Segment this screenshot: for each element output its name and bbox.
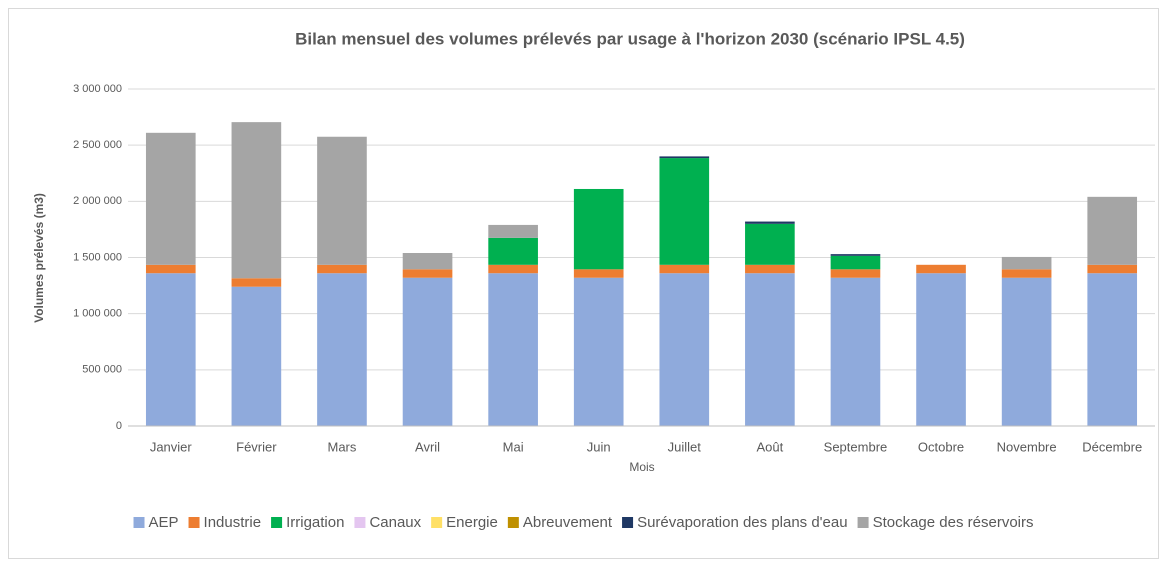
bar-segment — [573, 188, 624, 270]
bar-segment — [659, 156, 710, 159]
bar-segment — [488, 224, 538, 238]
bar-segment — [488, 237, 538, 265]
y-tick-label: 500 000 — [82, 364, 122, 376]
y-tick-label: 1 500 000 — [73, 251, 122, 263]
y-tick-label: 0 — [116, 420, 122, 432]
x-axis-label: Mois — [629, 460, 654, 474]
bar-segment — [573, 269, 624, 278]
x-tick-label: Juin — [587, 439, 611, 454]
bar-segment — [830, 254, 881, 256]
legend-swatch — [622, 517, 634, 528]
x-tick-label: Novembre — [997, 439, 1057, 454]
bar-segment — [573, 277, 624, 426]
x-tick-label: Janvier — [150, 439, 193, 454]
bar-segment — [402, 277, 453, 426]
legend-swatch — [507, 517, 519, 528]
y-tick-label: 2 500 000 — [73, 139, 122, 151]
bar-segment — [488, 273, 538, 426]
bar-segment — [1001, 256, 1052, 270]
bar-segment — [402, 253, 453, 270]
x-tick-label: Octobre — [918, 439, 964, 454]
bar-segment — [145, 264, 196, 274]
bar-segment — [1087, 264, 1138, 274]
legend-swatch — [188, 517, 200, 528]
x-tick-label: Août — [757, 439, 784, 454]
legend-swatch — [431, 517, 443, 528]
bar-segment — [916, 273, 966, 426]
x-tick-label: Mars — [328, 439, 357, 454]
y-tick-label: 1 000 000 — [73, 308, 122, 320]
bar-segment — [830, 269, 881, 278]
bar-segment — [830, 277, 881, 426]
bar-segment — [830, 255, 881, 270]
x-tick-label: Décembre — [1082, 439, 1142, 454]
legend-swatch — [133, 517, 145, 528]
bar-segment — [745, 264, 795, 274]
bar-segment — [1001, 277, 1052, 426]
bar-segment — [231, 286, 282, 426]
legend-label: Energie — [446, 514, 498, 531]
x-tick-label: Février — [236, 439, 277, 454]
bar-segment — [1087, 273, 1138, 426]
bar-segment — [745, 273, 795, 426]
bar-segment — [145, 132, 196, 265]
x-tick-label: Mai — [503, 439, 524, 454]
bar-segment — [317, 273, 367, 426]
legend-label: AEP — [149, 514, 179, 531]
legend-label: Irrigation — [286, 514, 344, 531]
legend-label: Abreuvement — [523, 514, 613, 531]
legend-swatch — [354, 517, 366, 528]
bar-segment — [745, 223, 795, 265]
bar-segment — [659, 158, 710, 265]
bar-segment — [231, 122, 282, 279]
x-tick-label: Septembre — [824, 439, 888, 454]
legend-swatch — [857, 517, 869, 528]
bar-segment — [1001, 269, 1052, 278]
y-tick-label: 2 000 000 — [73, 195, 122, 207]
chart-title: Bilan mensuel des volumes prélevés par u… — [295, 29, 965, 48]
y-axis-label: Volumes prélevés (m3) — [32, 193, 46, 323]
bar-segment — [659, 273, 710, 426]
bar-segment — [1087, 196, 1138, 265]
bar-segment — [659, 264, 710, 274]
bar-segment — [145, 273, 196, 426]
legend: AEP Industrie Irrigation Canaux Energie Abreu… — [133, 514, 1034, 531]
legend-label: Surévaporation des plans d'eau — [637, 514, 848, 531]
bar-segment — [231, 278, 282, 287]
bar-segment — [317, 136, 367, 265]
bar-segment — [916, 264, 966, 274]
bar-segment — [488, 264, 538, 274]
bar-segment — [317, 264, 367, 274]
bar-segment — [402, 269, 453, 278]
legend-swatch — [271, 517, 283, 528]
x-tick-label: Avril — [415, 439, 440, 454]
bar-segment — [745, 221, 795, 224]
legend-label: Industrie — [204, 514, 262, 531]
legend-label: Canaux — [369, 514, 421, 531]
y-tick-label: 3 000 000 — [73, 83, 122, 95]
x-tick-label: Juillet — [668, 439, 702, 454]
legend-label: Stockage des réservoirs — [873, 514, 1034, 531]
